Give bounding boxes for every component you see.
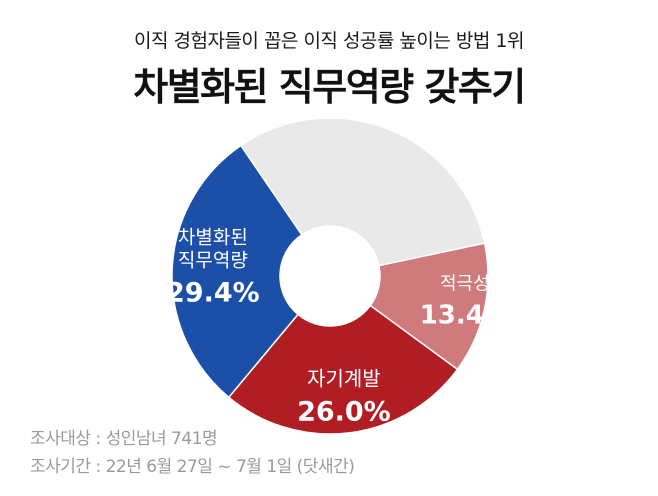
donut-slice-2 xyxy=(171,144,303,399)
chart-title: 차별화된 직무역량 갖추기 xyxy=(133,65,526,109)
slice-label-0-0: 적극성 xyxy=(440,273,490,294)
footnote-survey-period: 조사기간 : 22년 6월 27일 ~ 7월 1일 (닷새간) xyxy=(30,457,355,477)
donut-slice-3 xyxy=(239,117,486,267)
donut-slice-1 xyxy=(227,304,459,435)
slice-label-2-0: 차별화된 xyxy=(178,227,248,249)
slice-value-1: 26.0% xyxy=(297,396,391,427)
slice-label-1-0: 자기계발 xyxy=(307,366,381,390)
donut-slice-0 xyxy=(369,242,489,371)
slice-value-2: 29.4% xyxy=(166,278,260,309)
slice-label-2-1: 직무역량 xyxy=(178,250,248,272)
footnote-survey-target: 조사대상 : 성인남녀 741명 xyxy=(30,429,218,449)
chart-subtitle: 이직 경험자들이 꼽은 이직 성공률 높이는 방법 1위 xyxy=(134,30,524,52)
slice-value-0: 13.4% xyxy=(420,300,510,330)
